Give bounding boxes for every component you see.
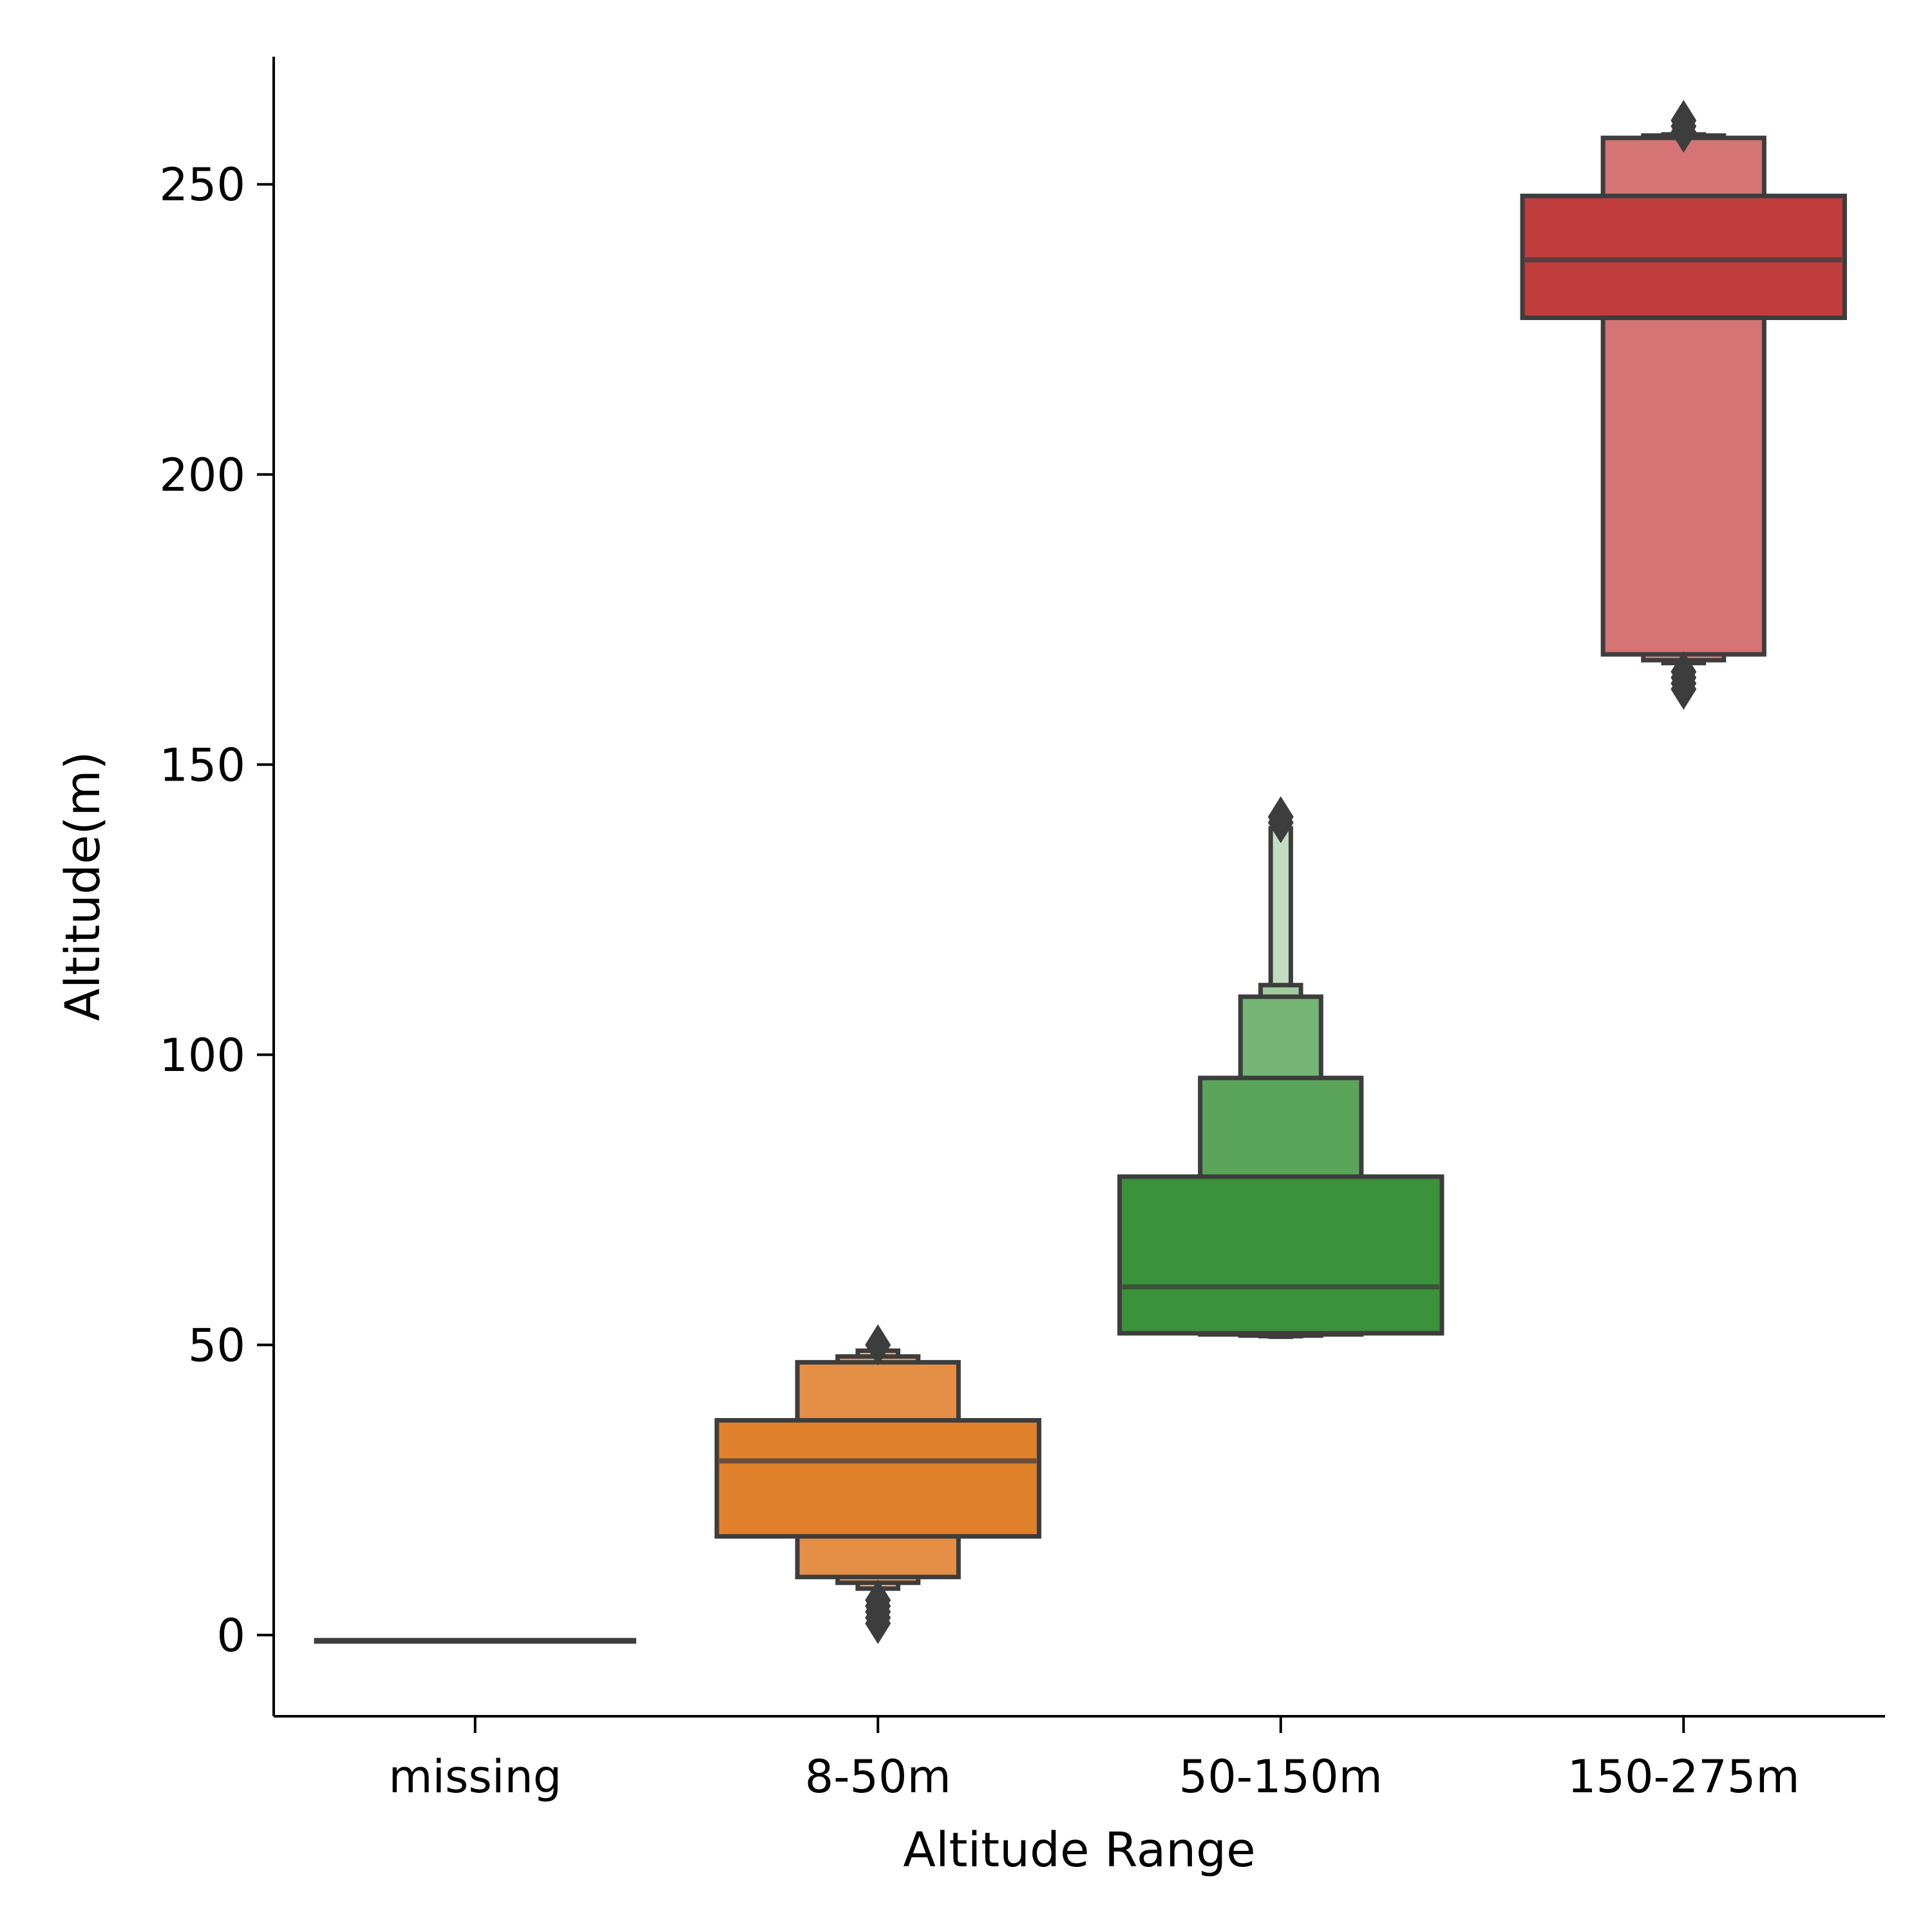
x-axis-title: Altitude Range xyxy=(903,1823,1255,1878)
y-tick-label: 0 xyxy=(216,1609,245,1662)
y-tick-label: 200 xyxy=(159,449,245,502)
axes xyxy=(272,57,1885,1718)
outlier-point xyxy=(865,1579,891,1621)
x-tick-label: 150-275m xyxy=(1567,1750,1800,1803)
x-ticks: missing 8-50m 50-150m 150-275m xyxy=(388,1716,1800,1803)
box-level xyxy=(714,1417,1041,1539)
box-level xyxy=(1520,193,1847,320)
outlier-point xyxy=(1671,651,1697,693)
x-tick-label: 50-150m xyxy=(1179,1750,1383,1803)
boxen-group-50-150m xyxy=(1117,796,1444,1340)
outlier-point xyxy=(1267,796,1294,838)
y-tick-label: 150 xyxy=(159,739,245,791)
outlier-point xyxy=(865,1324,891,1366)
box-level xyxy=(1117,1174,1444,1336)
x-tick-label: 8-50m xyxy=(805,1750,951,1803)
y-tick-label: 250 xyxy=(159,158,245,211)
y-axis-title: Altitude(m) xyxy=(55,752,111,1021)
y-tick-label: 50 xyxy=(188,1319,245,1372)
boxen-group-8-50m xyxy=(714,1324,1041,1644)
y-tick-label: 100 xyxy=(159,1029,245,1082)
boxen-group-150-275m xyxy=(1520,100,1847,710)
y-ticks: 0 50 100 150 200 250 xyxy=(159,158,274,1662)
outlier-point xyxy=(1671,100,1697,142)
x-tick-label: missing xyxy=(388,1750,562,1803)
plot-area xyxy=(314,100,1847,1644)
